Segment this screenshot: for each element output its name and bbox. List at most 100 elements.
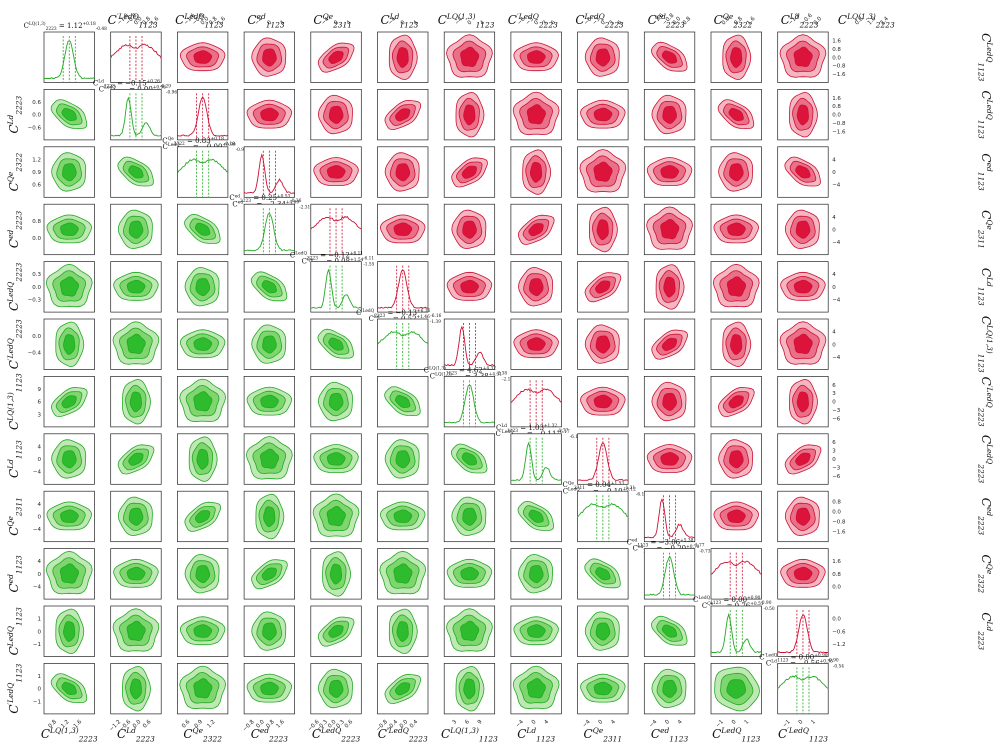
right-axis-label: CLedQ1123 (977, 90, 994, 139)
panel-6-11 (777, 376, 829, 428)
panel-10-1 (110, 605, 162, 657)
panel-1-6 (443, 89, 496, 141)
contour-inner (60, 563, 80, 584)
top-tick-label: 0.8 (854, 16, 865, 27)
bottom-tick-label: 4 (543, 719, 550, 726)
top-axis-label: CLQ(1,3)1123 (438, 12, 495, 29)
contour-inner (526, 624, 546, 638)
left-tick-label: 0.0 (32, 285, 41, 291)
left-tick-label: −4 (33, 470, 42, 476)
top-tick-label: 0.0 (813, 16, 824, 27)
contour-inner (660, 452, 679, 466)
panel-7-3 (243, 433, 295, 485)
left-tick-label: 0 (38, 629, 42, 635)
contour-inner (393, 509, 413, 524)
panel-8-1 (110, 490, 162, 543)
contour-inner (661, 337, 678, 352)
panel-2-7 (510, 146, 562, 198)
contour-inner (326, 452, 346, 466)
contour-inner (595, 48, 611, 67)
left-axis-label: Ced2223 (6, 211, 23, 249)
contour-inner (396, 47, 409, 68)
panel-11-8 (577, 663, 629, 715)
contour-inner (396, 621, 409, 642)
panel-9-1 (110, 548, 162, 600)
panel-1-1 (110, 89, 162, 141)
panel-11-7 (510, 663, 562, 715)
bottom-axis-label: CLQ(1,3)2223 (41, 726, 98, 743)
bottom-tick-label: 0.6 (142, 719, 153, 730)
contour-inner (596, 219, 609, 241)
top-axis-label: CQe2311 (313, 12, 352, 29)
right-axis-label: Ced1123 (977, 153, 994, 191)
top-axis-label: CLedQ1123 (175, 12, 224, 29)
contour-inner (729, 450, 744, 469)
left-tick-label: 1 (38, 674, 42, 680)
left-tick-label: 0.6 (32, 100, 41, 106)
left-axis-label: C′LedQ1123 (6, 663, 23, 713)
panel-9-5 (377, 548, 429, 600)
panel-4-8 (577, 261, 629, 313)
contour-inner (595, 335, 611, 354)
panel-0-0 (43, 31, 95, 83)
panel-7-9 (643, 433, 696, 485)
contour-inner (62, 163, 77, 182)
top-tick-label: 0.8 (733, 16, 744, 27)
contour-inner (194, 222, 211, 236)
bottom-tick-label: 0.3 (335, 719, 346, 730)
left-tick-label: −4 (33, 584, 42, 590)
panel-9-4 (310, 548, 362, 600)
contour-inner (730, 334, 743, 355)
panel-9-6 (443, 548, 496, 600)
contour-inner (727, 276, 747, 297)
contour-inner (593, 394, 613, 409)
top-tick-label: 4 (413, 19, 420, 26)
panel-10-11 (777, 605, 829, 657)
contour-inner (260, 448, 280, 469)
contour-inner (193, 678, 213, 699)
bottom-tick-label: 0.0 (327, 719, 338, 730)
contour-inner (128, 165, 144, 179)
contour-inner (126, 566, 146, 581)
panel-8-7 (510, 490, 562, 543)
top-axis-label: Ced1123 (247, 12, 285, 29)
contour-inner (128, 220, 144, 239)
panel-11-10 (710, 663, 762, 715)
left-axis-label: CLd1123 (6, 440, 23, 478)
marginal-curve (310, 268, 362, 309)
contour-inner (793, 333, 813, 355)
top-tick-label: 4 (346, 19, 353, 26)
right-tick-label: −4 (832, 240, 841, 246)
contour-inner (262, 622, 277, 641)
panel-1-2 (177, 89, 229, 141)
left-tick-label: 0 (38, 457, 42, 463)
marginal-curve (110, 96, 162, 137)
panel-11-11 (777, 663, 829, 715)
contour-inner (329, 563, 343, 585)
contour-inner (328, 679, 344, 698)
left-tick-label: 0.9 (32, 170, 41, 176)
panel-6-6 (443, 376, 496, 428)
contour-inner (260, 681, 279, 696)
right-axis-label: CLQ(1,3)1123 (977, 316, 994, 373)
top-tick-label: −6 (583, 16, 593, 26)
right-tick-label: 0.8 (832, 104, 841, 110)
bottom-tick-label: 0.8 (265, 719, 276, 730)
panel-6-7 (510, 376, 562, 428)
right-tick-label: 4 (832, 272, 836, 278)
top-tick-label: 0 (400, 19, 407, 26)
contour-inner (328, 50, 344, 65)
panel-2-0 (43, 146, 95, 198)
contour-inner (129, 391, 142, 413)
right-tick-label: 4 (832, 330, 836, 336)
top-tick-label: −4 (321, 16, 331, 26)
contour-inner (395, 163, 411, 182)
bottom-tick-label: 0.6 (181, 719, 192, 730)
bottom-tick-label: 0 (598, 719, 605, 726)
panel-3-11 (777, 203, 829, 256)
panel-0-9 (643, 31, 696, 83)
panel-1-5 (377, 89, 429, 141)
contour-inner (528, 509, 544, 523)
contour-inner (60, 509, 79, 524)
